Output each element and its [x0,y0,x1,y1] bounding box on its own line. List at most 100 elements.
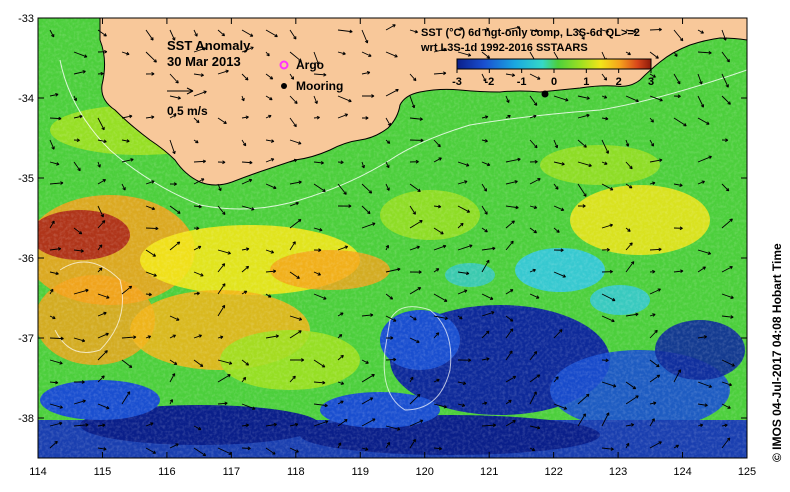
current-arrow [457,161,470,167]
colorbar-tick-label: 3 [648,76,654,88]
current-arrow [337,113,349,119]
current-arrow [73,249,84,253]
current-arrow [361,359,369,364]
current-arrow [505,328,514,339]
current-arrow [289,271,300,279]
current-arrow [337,400,344,405]
current-arrow [337,354,344,361]
current-arrow [145,249,156,257]
current-arrow [145,292,152,297]
current-arrow [97,375,105,383]
current-arrow [337,442,342,449]
current-arrow [529,447,536,452]
current-arrow [505,73,516,77]
current-arrow [673,183,683,187]
current-arrow [193,90,207,97]
current-arrow [673,51,678,57]
current-arrow [337,29,353,34]
current-arrow [385,88,399,97]
current-arrow [529,159,538,164]
colorbar-tick-label: 1 [583,76,589,88]
current-arrow [169,334,177,339]
colorbar-ticks: -3 -2 -1 0 1 2 3 [452,69,654,88]
current-arrow [361,29,369,44]
current-arrow [73,337,86,343]
current-arrow [697,155,712,163]
offshore-contour-2 [54,261,123,353]
current-arrow [193,447,207,457]
current-arrow [505,95,510,103]
lon-tick-label: 116 [158,466,176,478]
current-arrow [193,425,202,431]
current-arrow [385,244,389,251]
current-arrow [361,397,374,405]
current-arrow [433,403,448,409]
current-arrow [121,139,130,143]
colorbar-tick-label: -2 [484,76,494,88]
current-arrow [433,293,448,302]
panel-title: SST Anomaly [167,38,251,53]
current-arrow [289,158,298,163]
current-arrow [601,73,608,81]
current-arrow [193,271,204,277]
current-arrow [601,269,613,274]
current-arrow [409,138,424,143]
current-arrow [385,183,390,191]
lat-tick-label: -37 [18,333,34,345]
current-arrow [241,205,255,211]
current-arrow [337,419,348,427]
current-arrow [97,117,105,131]
current-arrow [97,332,109,339]
current-arrow [313,95,318,105]
lon-tick-label: 124 [673,466,691,478]
current-arrow [49,440,58,449]
current-arrow [49,421,63,427]
lon-tick-label: 119 [351,466,369,478]
current-arrow [73,51,88,58]
colorbar-tick-label: 0 [551,76,557,88]
current-arrow [121,391,131,405]
current-arrow [361,51,372,57]
current-arrow [73,161,81,172]
current-arrow [433,378,440,383]
current-arrow [529,178,541,185]
current-arrow [409,205,416,215]
current-arrow [313,227,323,232]
current-arrow [313,271,321,276]
current-arrow [721,293,734,300]
current-arrow [337,183,347,195]
current-arrow [409,315,417,321]
current-arrow [217,283,226,295]
current-arrow [649,247,662,252]
current-arrow [241,403,256,410]
current-arrow [241,290,248,295]
current-arrow [49,359,63,365]
current-arrow [73,95,77,102]
current-arrow [241,160,253,165]
current-arrow [505,399,512,405]
current-arrow [289,201,299,207]
current-arrow [433,47,447,53]
current-arrow [625,395,639,405]
current-arrow [97,220,106,229]
current-arrow [649,27,662,32]
current-arrow [385,441,391,449]
current-arrow [721,183,730,192]
current-arrow [217,29,226,37]
offshore-contour [383,306,452,411]
current-arrow [505,205,519,210]
current-arrow [529,391,537,405]
current-arrow [361,418,376,427]
current-arrow [625,161,633,170]
current-arrow [577,95,590,100]
current-arrow [721,51,730,63]
current-arrow [505,220,515,229]
current-arrow [529,28,539,33]
current-arrow [49,93,59,97]
current-arrow [313,403,328,408]
current-arrow [433,157,442,163]
current-arrow [649,359,660,368]
current-arrow [481,423,497,428]
current-arrow [625,51,631,56]
current-arrow [97,267,103,273]
